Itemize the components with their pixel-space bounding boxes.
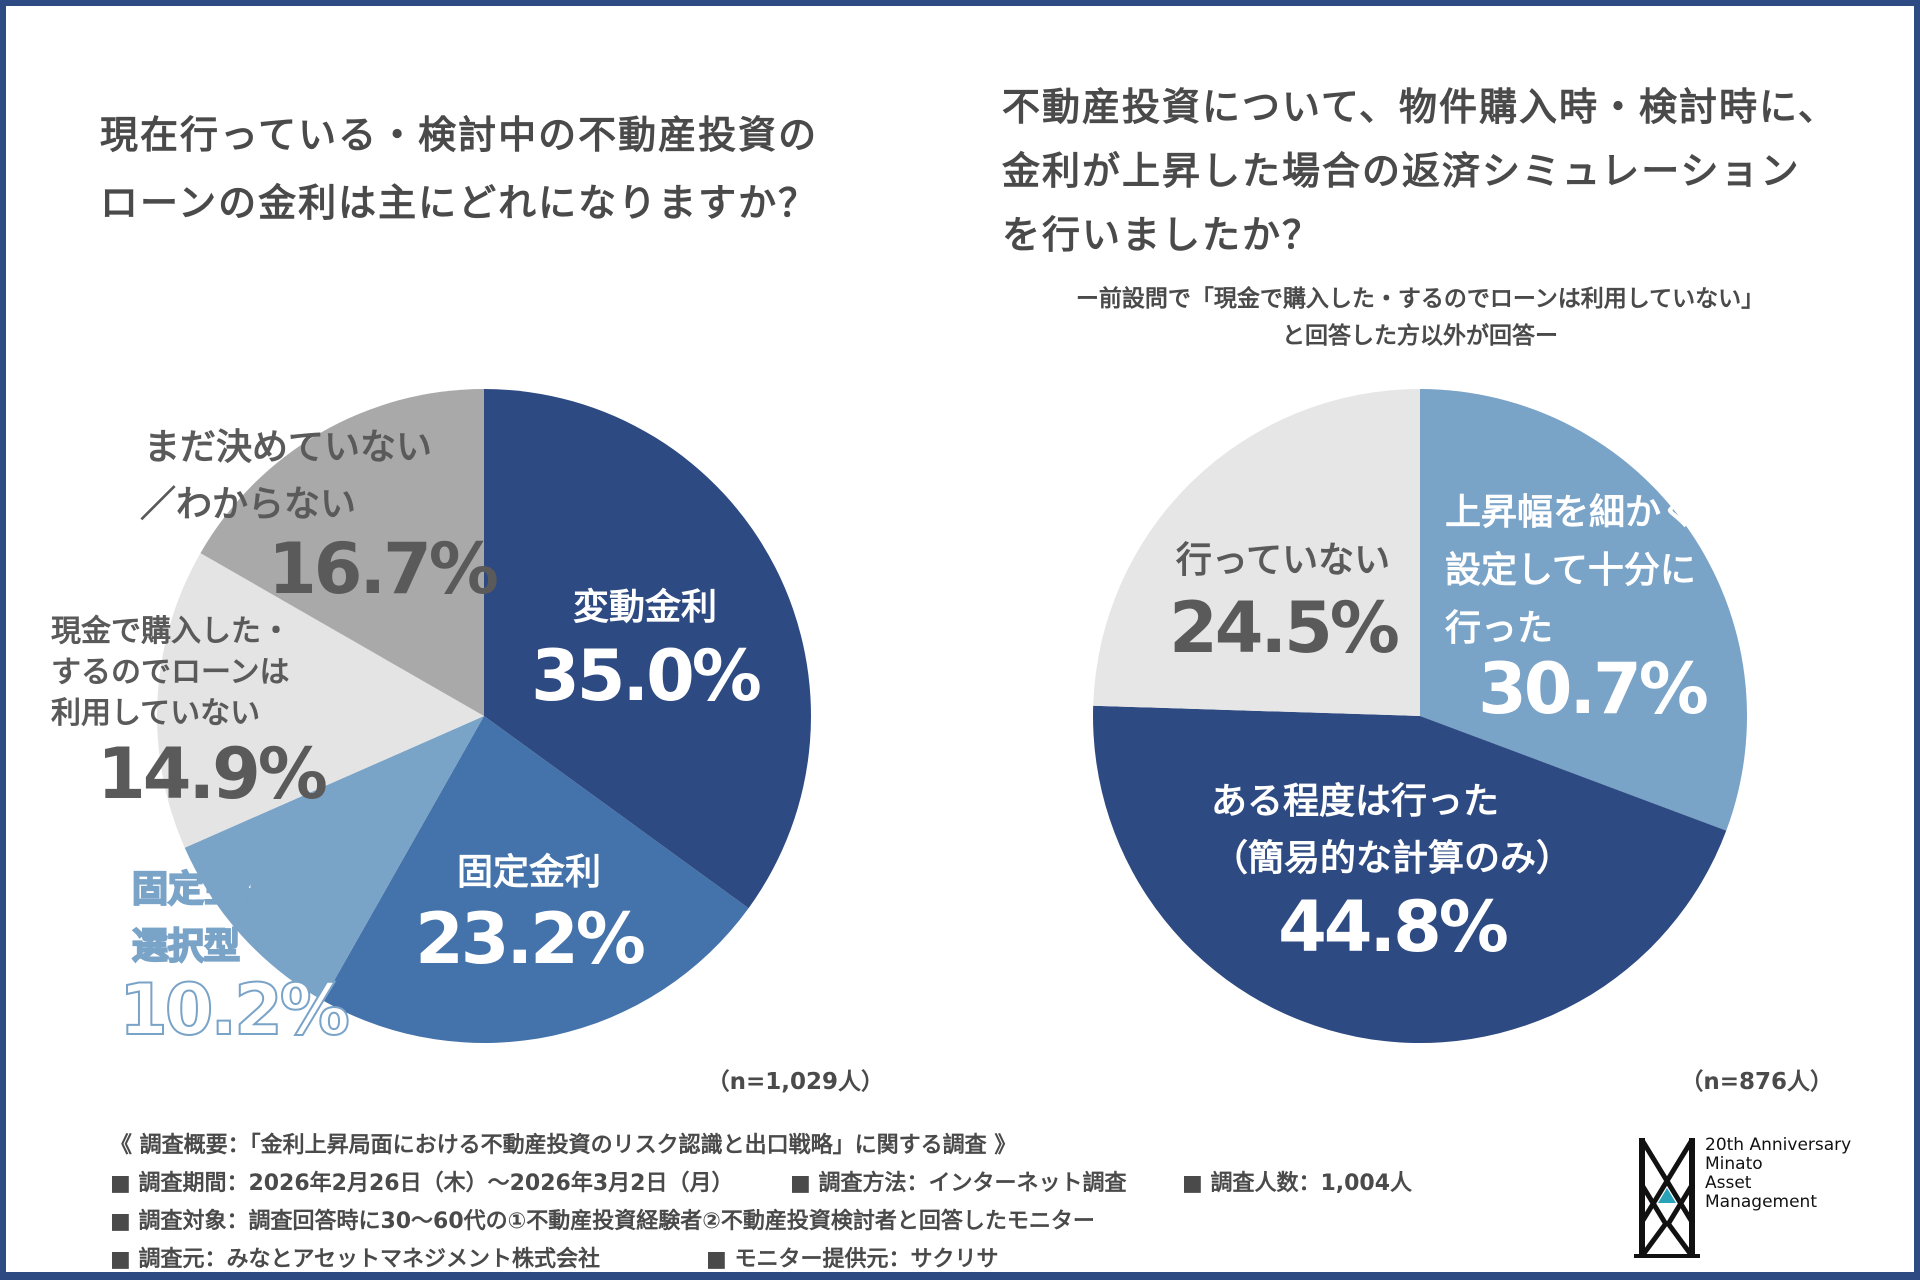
pie-slice-0-4	[200, 389, 484, 716]
slice-label-detailed-2: 設定して十分に	[1445, 550, 1696, 591]
slice-label-detailed-3: 行った	[1445, 608, 1554, 649]
slice-value-fixed: 23.2%	[415, 898, 646, 980]
pie-slice-0-2	[184, 716, 485, 1001]
slice-label-undecided-2: ／わからない	[140, 484, 357, 525]
slice-label-detailed-1: 上昇幅を細かく	[1445, 492, 1698, 533]
logo-line-3: Asset	[1705, 1173, 1752, 1193]
slice-label-cash-2: するのでローンは	[51, 655, 290, 690]
right-sample-size: （n=876人）	[1680, 1069, 1833, 1095]
slice-label-somewhat-2: （簡易的な計算のみ）	[1211, 838, 1573, 879]
right-title-line-3: を行いましたか？	[1002, 213, 1323, 257]
survey-provider: ■ モニター提供元：サクリサ	[706, 1247, 999, 1272]
slice-value-detailed: 30.7%	[1478, 648, 1709, 730]
slice-value-cash: 14.9%	[97, 733, 328, 815]
slice-label-undecided-1: まだ決めていない	[144, 427, 433, 468]
slice-label-fixed-period-2: 選択型	[131, 925, 241, 968]
logo-line-4: Management	[1705, 1192, 1817, 1212]
pie-slice-0-0	[484, 389, 812, 909]
slice-label-fixed: 固定金利	[456, 852, 602, 893]
survey-source: ■ 調査元：みなとアセットマネジメント株式会社	[110, 1247, 601, 1272]
logo-line-1: 20th Anniversary	[1705, 1135, 1852, 1155]
slice-value-somewhat: 44.8%	[1278, 886, 1509, 968]
slice-value-fixed-period: 10.2%	[118, 968, 351, 1052]
slice-value-not-done: 24.5%	[1169, 587, 1400, 669]
logo-mark	[1634, 1138, 1700, 1258]
logo-text: 20th Anniversary Minato Asset Management	[1705, 1136, 1851, 1212]
pie-slice-1-0	[1420, 389, 1748, 831]
survey-count: ■ 調査人数：1,004人	[1182, 1171, 1413, 1196]
slice-label-fixed-period-1: 固定金利期間	[131, 868, 349, 911]
left-title-line-2: ローンの金利は主にどれになりますか？	[100, 181, 819, 225]
slice-label-cash-1: 現金で購入した・	[51, 614, 291, 649]
slice-label-somewhat-1: ある程度は行った	[1210, 781, 1500, 822]
right-title-line-2: 金利が上昇した場合の返済シミュレーション	[1002, 149, 1801, 193]
right-title-line-1: 不動産投資について、物件購入時・検討時に、	[1002, 85, 1838, 129]
left-sample-size: （n=1,029人）	[706, 1069, 884, 1095]
pie-slice-0-1	[322, 716, 749, 1043]
slice-value-undecided: 16.7%	[268, 528, 499, 610]
survey-period: ■ 調査期間：2026年2月26日（木）～2026年3月2日（月）	[110, 1171, 734, 1196]
slice-value-variable: 35.0%	[531, 635, 762, 717]
pie-chart-simulation	[1093, 389, 1748, 1044]
left-title-line-1: 現在行っている・検討中の不動産投資の	[100, 113, 819, 157]
pie-chart-interest-type	[156, 389, 812, 1043]
survey-heading: 《 調査概要：「金利上昇局面における不動産投資のリスク認識と出口戦略」に関する調…	[110, 1133, 1017, 1158]
right-note-line-1: ー前設問で「現金で購入した・するのでローンは利用していない」	[1075, 286, 1765, 312]
survey-target: ■ 調査対象：調査回答時に30～60代の①不動産投資経験者②不動産投資検討者と回…	[110, 1209, 1095, 1234]
right-note-line-2: と回答した方以外が回答ー	[1282, 323, 1558, 349]
slice-label-cash-3: 利用していない	[51, 696, 261, 731]
pie-slice-1-1	[1093, 705, 1727, 1044]
survey-method: ■ 調査方法：インターネット調査	[790, 1171, 1127, 1196]
logo-line-2: Minato	[1705, 1154, 1763, 1174]
pie-slice-0-3	[156, 553, 484, 848]
slice-label-not-done: 行っていない	[1175, 540, 1391, 581]
pie-slice-1-2	[1093, 389, 1420, 716]
slice-label-variable: 変動金利	[572, 587, 718, 628]
